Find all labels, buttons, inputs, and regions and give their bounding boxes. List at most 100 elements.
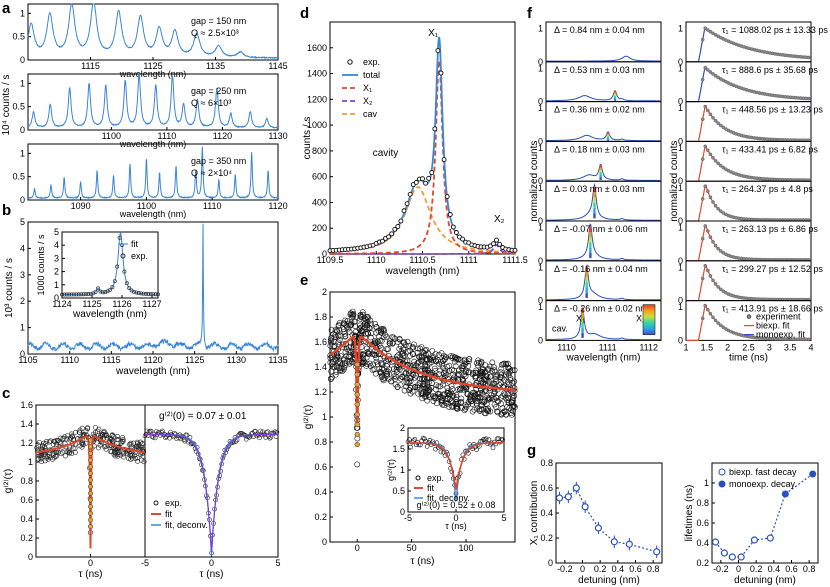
dip-point <box>88 504 93 510</box>
y-tick-label: 0.5 <box>12 172 25 182</box>
decay-data-point <box>718 123 723 128</box>
x-tick-label: 1109.5 <box>317 255 344 265</box>
inset-data-point <box>69 292 74 297</box>
x-tick-label: 4 <box>808 342 813 352</box>
legend-deconv-label: fit, deconv. <box>165 520 208 530</box>
spectrum-line <box>546 131 661 142</box>
y-tick-label: 1 <box>678 223 683 233</box>
y-tick-label: 5 <box>20 217 25 227</box>
x1-contribution-point <box>653 548 661 556</box>
data-point <box>342 333 349 339</box>
data-point <box>140 440 146 446</box>
inset-y-label: g⁽²⁾(τ) <box>386 459 396 481</box>
x-tick-label: 2 <box>725 342 730 352</box>
data-point <box>36 439 42 445</box>
y-tick-label: 0 <box>678 335 683 345</box>
data-point <box>363 313 370 320</box>
panel-g-left-frame <box>555 462 663 564</box>
y-tick-label: 0.4 <box>540 508 553 518</box>
inset-data-point <box>141 291 146 296</box>
data-point <box>512 404 518 411</box>
data-point <box>331 338 338 345</box>
data-point <box>406 387 413 394</box>
x-tick-label: 1111 <box>599 342 617 352</box>
data-point <box>390 366 397 372</box>
data-point <box>337 368 343 374</box>
data-point <box>414 349 421 356</box>
legend-cav-label: cav <box>363 109 378 119</box>
x-tick-label: 0.6 <box>629 564 642 574</box>
data-point <box>396 336 403 343</box>
x-tick-label: 3.5 <box>784 342 797 352</box>
data-point <box>436 360 443 367</box>
data-point <box>334 353 341 360</box>
data-point <box>128 440 134 446</box>
legend-experiment-label: experiment <box>756 312 801 322</box>
data-point <box>402 358 408 364</box>
panel-label-g: g <box>527 442 536 459</box>
detuning-label: Δ = 0.53 nm ± 0.03 nm <box>554 65 645 75</box>
data-point <box>413 372 420 379</box>
data-point <box>446 395 453 402</box>
y-tick-label: 0.4 <box>696 538 709 548</box>
data-point <box>69 450 75 456</box>
data-point <box>473 394 480 401</box>
data-point <box>257 435 262 441</box>
y-tick-label: 0 <box>548 558 553 568</box>
data-point <box>48 438 54 444</box>
data-point <box>372 321 379 327</box>
y-tick-label: 1.5 <box>392 444 405 454</box>
dip-point <box>88 451 93 456</box>
data-point <box>508 399 515 405</box>
y-tick-label: 1 <box>678 183 683 193</box>
data-point <box>439 361 446 368</box>
y-tick-label: 1 <box>678 63 683 73</box>
x-tick-label: 1110 <box>367 255 386 265</box>
x1-contribution-point <box>610 538 618 546</box>
x1-component <box>330 60 515 255</box>
y-tick-label: 0 <box>678 256 683 266</box>
data-point <box>34 445 40 451</box>
data-point <box>410 351 417 358</box>
data-point <box>392 376 398 382</box>
decay-data-point <box>711 156 715 160</box>
y-tick-label: 0 <box>538 335 543 345</box>
data-point <box>407 384 414 391</box>
decay-data-point <box>711 315 715 320</box>
panel-label-a: a <box>2 0 11 17</box>
colorbar <box>642 304 656 335</box>
y-tick-label: 0 <box>538 97 543 107</box>
data-point <box>45 453 51 459</box>
legend-exp-swatch <box>347 59 353 65</box>
data-point <box>327 352 334 359</box>
x-tick-label: 1125 <box>185 355 204 365</box>
data-point <box>424 397 431 404</box>
x-tick-label: 0 <box>355 543 360 553</box>
inset-data-point <box>136 291 141 296</box>
panel-a-ylabel: 10⁴ counts / s <box>1 75 12 136</box>
data-point <box>403 383 410 390</box>
dip-point <box>354 381 360 388</box>
decay-y-label: normalized counts <box>669 141 680 222</box>
dip-point <box>88 490 93 496</box>
inset-data-point <box>144 291 148 296</box>
data-point <box>454 372 461 379</box>
lifetime-label: τ₁ = 263.13 ps ± 6.86 ps <box>722 224 818 234</box>
y-tick-label: 400 <box>312 197 327 207</box>
q-annotation: Q ≈ 2×10⁴ <box>191 168 232 178</box>
data-point <box>415 345 422 352</box>
legend-exp-swatch <box>120 253 126 259</box>
data-point <box>401 208 407 214</box>
data-point <box>341 355 347 362</box>
inset-data-point <box>148 292 153 297</box>
data-point <box>472 391 479 398</box>
x-tick-label: 1111.5 <box>502 255 528 265</box>
dip-point <box>354 441 360 448</box>
biexp-point <box>766 534 774 542</box>
data-point <box>377 370 384 377</box>
decay-data-point <box>700 117 705 122</box>
data-point <box>400 340 407 346</box>
inset-data-point <box>486 437 492 442</box>
inset-data-point <box>110 285 115 290</box>
data-point <box>479 398 486 405</box>
